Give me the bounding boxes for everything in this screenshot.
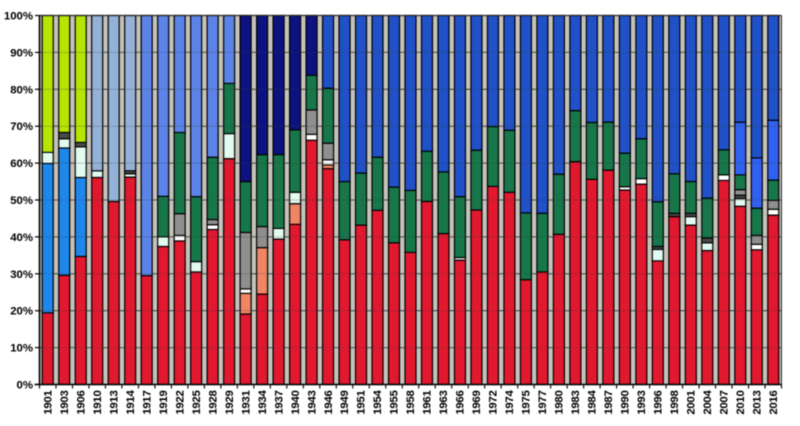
- svg-text:100%: 100%: [4, 11, 33, 23]
- svg-text:80%: 80%: [10, 84, 33, 96]
- svg-text:1906: 1906: [75, 391, 87, 415]
- svg-text:1977: 1977: [537, 391, 549, 415]
- svg-text:2004: 2004: [702, 390, 714, 415]
- svg-text:1940: 1940: [290, 391, 302, 415]
- svg-text:1922: 1922: [174, 391, 186, 415]
- svg-text:1949: 1949: [339, 391, 351, 415]
- svg-text:1980: 1980: [554, 391, 566, 415]
- svg-text:1946: 1946: [323, 391, 335, 415]
- svg-text:1901: 1901: [42, 390, 54, 415]
- svg-text:70%: 70%: [10, 121, 33, 133]
- svg-text:1961: 1961: [422, 390, 434, 415]
- svg-text:1975: 1975: [521, 390, 533, 415]
- svg-text:10%: 10%: [10, 343, 33, 355]
- svg-text:1984: 1984: [587, 390, 599, 415]
- svg-text:1934: 1934: [257, 390, 269, 415]
- svg-text:1966: 1966: [455, 391, 467, 415]
- svg-text:1914: 1914: [125, 390, 137, 415]
- svg-text:2016: 2016: [768, 391, 780, 415]
- svg-text:1931: 1931: [240, 390, 252, 415]
- svg-text:2001: 2001: [686, 390, 698, 415]
- svg-text:2013: 2013: [751, 391, 763, 415]
- svg-text:1928: 1928: [207, 391, 219, 415]
- svg-text:1993: 1993: [636, 391, 648, 415]
- svg-text:1983: 1983: [570, 391, 582, 415]
- svg-text:60%: 60%: [10, 158, 33, 170]
- svg-text:1919: 1919: [158, 391, 170, 415]
- svg-text:1937: 1937: [273, 391, 285, 415]
- svg-text:1998: 1998: [669, 391, 681, 415]
- svg-text:2010: 2010: [735, 391, 747, 415]
- svg-text:1987: 1987: [603, 391, 615, 415]
- svg-text:20%: 20%: [10, 306, 33, 318]
- svg-text:90%: 90%: [10, 47, 33, 59]
- svg-text:1925: 1925: [191, 390, 203, 415]
- svg-text:1910: 1910: [92, 391, 104, 415]
- svg-text:1955: 1955: [389, 390, 401, 415]
- svg-text:1996: 1996: [653, 391, 665, 415]
- svg-text:2007: 2007: [718, 391, 730, 415]
- svg-text:1963: 1963: [438, 391, 450, 415]
- svg-text:1958: 1958: [405, 391, 417, 415]
- svg-text:1951: 1951: [356, 390, 368, 415]
- svg-text:30%: 30%: [10, 269, 33, 281]
- svg-text:50%: 50%: [10, 195, 33, 207]
- svg-text:40%: 40%: [10, 232, 33, 244]
- svg-text:1917: 1917: [141, 391, 153, 415]
- svg-text:1913: 1913: [108, 391, 120, 415]
- svg-text:0%: 0%: [17, 380, 33, 392]
- svg-text:1929: 1929: [224, 391, 236, 415]
- svg-text:1969: 1969: [471, 391, 483, 415]
- svg-text:1903: 1903: [59, 391, 71, 415]
- svg-text:1972: 1972: [488, 391, 500, 415]
- svg-text:1974: 1974: [504, 390, 516, 415]
- svg-text:1954: 1954: [372, 390, 384, 415]
- svg-text:1943: 1943: [306, 391, 318, 415]
- svg-text:1990: 1990: [620, 391, 632, 415]
